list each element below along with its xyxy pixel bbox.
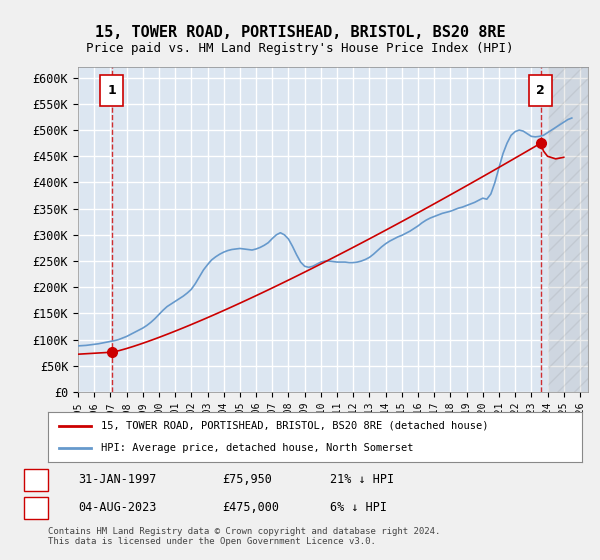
Text: £475,000: £475,000 xyxy=(222,501,279,515)
Text: 15, TOWER ROAD, PORTISHEAD, BRISTOL, BS20 8RE: 15, TOWER ROAD, PORTISHEAD, BRISTOL, BS2… xyxy=(95,25,505,40)
Text: 15, TOWER ROAD, PORTISHEAD, BRISTOL, BS20 8RE (detached house): 15, TOWER ROAD, PORTISHEAD, BRISTOL, BS2… xyxy=(101,421,489,431)
Text: 2: 2 xyxy=(536,84,545,97)
FancyBboxPatch shape xyxy=(529,75,552,106)
Text: 21% ↓ HPI: 21% ↓ HPI xyxy=(330,473,394,487)
Text: 2: 2 xyxy=(32,503,40,513)
Text: 6% ↓ HPI: 6% ↓ HPI xyxy=(330,501,387,515)
Text: £75,950: £75,950 xyxy=(222,473,272,487)
Text: 04-AUG-2023: 04-AUG-2023 xyxy=(78,501,157,515)
Text: Contains HM Land Registry data © Crown copyright and database right 2024.
This d: Contains HM Land Registry data © Crown c… xyxy=(48,526,440,546)
Text: 1: 1 xyxy=(32,475,40,485)
Text: HPI: Average price, detached house, North Somerset: HPI: Average price, detached house, Nort… xyxy=(101,443,414,453)
Text: Price paid vs. HM Land Registry's House Price Index (HPI): Price paid vs. HM Land Registry's House … xyxy=(86,42,514,55)
Text: 31-JAN-1997: 31-JAN-1997 xyxy=(78,473,157,487)
FancyBboxPatch shape xyxy=(100,75,123,106)
Text: 1: 1 xyxy=(107,84,116,97)
Bar xyxy=(548,67,588,392)
